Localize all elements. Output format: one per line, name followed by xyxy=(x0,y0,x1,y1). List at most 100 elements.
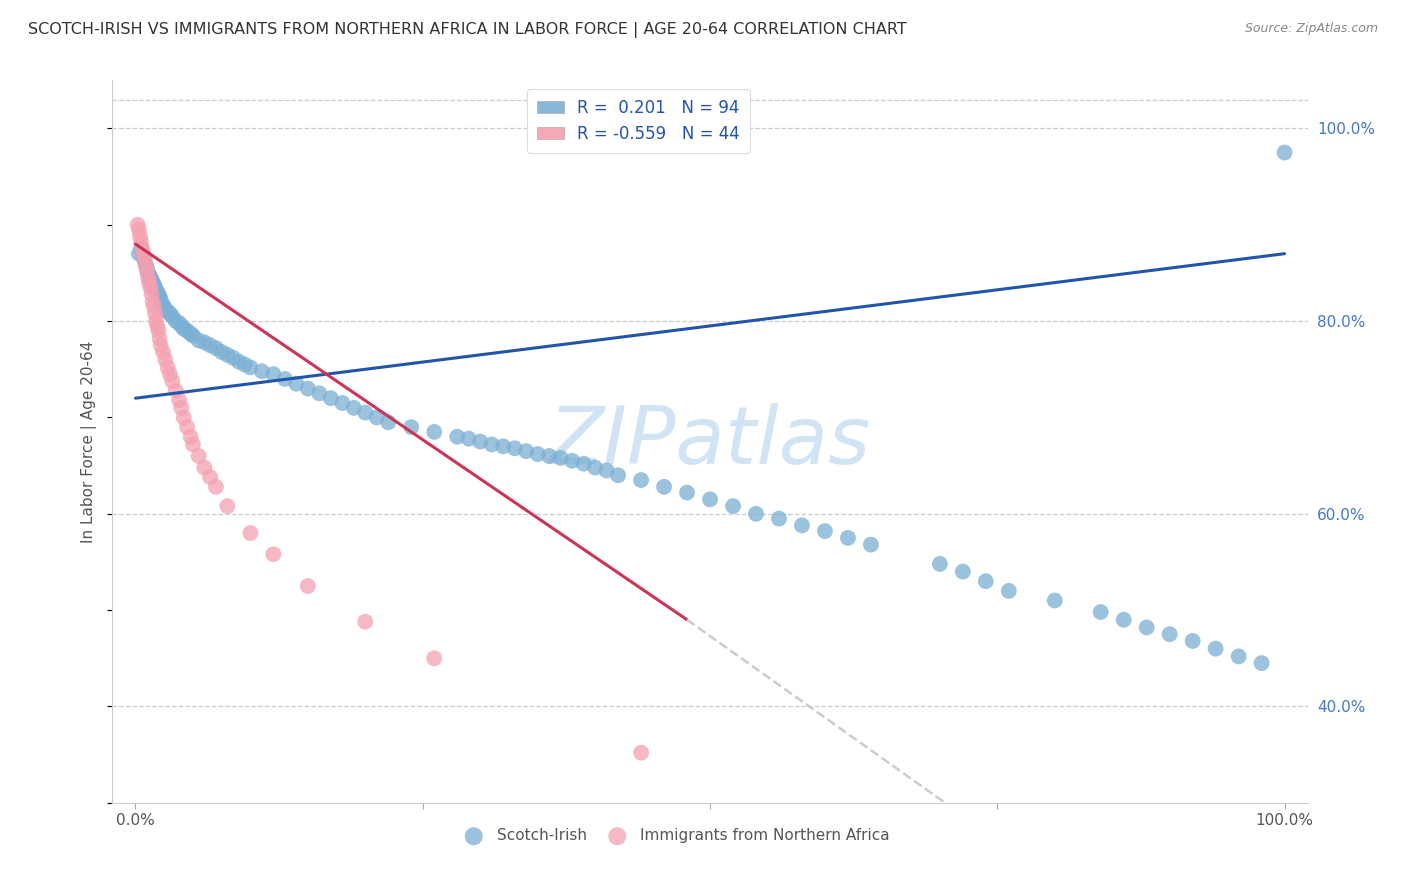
Point xyxy=(205,480,228,494)
Point xyxy=(149,338,172,352)
Point xyxy=(354,615,377,629)
Point xyxy=(150,297,173,311)
Point xyxy=(262,367,284,381)
Point xyxy=(222,351,245,365)
Point xyxy=(173,322,195,336)
Point xyxy=(132,249,155,263)
Point xyxy=(139,280,162,294)
Point xyxy=(180,430,202,444)
Point xyxy=(274,372,297,386)
Point xyxy=(481,437,503,451)
Point xyxy=(167,316,190,330)
Point xyxy=(423,651,446,665)
Point xyxy=(141,287,163,301)
Point xyxy=(423,425,446,439)
Point xyxy=(136,270,159,285)
Point xyxy=(974,574,997,589)
Point xyxy=(330,396,353,410)
Point xyxy=(205,341,228,355)
Point xyxy=(145,314,167,328)
Point xyxy=(1136,620,1159,634)
Point xyxy=(149,331,172,345)
Point xyxy=(159,306,181,320)
Point xyxy=(676,485,699,500)
Point xyxy=(142,277,165,292)
Point xyxy=(181,437,204,451)
Point xyxy=(377,415,399,429)
Point xyxy=(721,499,744,513)
Point xyxy=(136,264,159,278)
Point xyxy=(354,406,377,420)
Point xyxy=(153,300,176,314)
Point xyxy=(162,310,183,324)
Point xyxy=(526,447,548,461)
Point xyxy=(165,384,187,398)
Point xyxy=(129,235,152,249)
Point xyxy=(239,360,262,375)
Point xyxy=(129,229,152,244)
Point xyxy=(790,518,813,533)
Point xyxy=(193,460,215,475)
Point xyxy=(538,449,561,463)
Point xyxy=(146,318,169,333)
Point xyxy=(630,746,652,760)
Text: Source: ZipAtlas.com: Source: ZipAtlas.com xyxy=(1244,22,1378,36)
Point xyxy=(198,470,221,484)
Point xyxy=(837,531,859,545)
Point xyxy=(1250,656,1272,670)
Point xyxy=(297,382,319,396)
Point xyxy=(165,314,187,328)
Point xyxy=(142,294,165,309)
Point xyxy=(211,345,233,359)
Point xyxy=(1090,605,1112,619)
Point xyxy=(142,300,165,314)
Point xyxy=(152,345,174,359)
Point xyxy=(148,287,170,301)
Point xyxy=(250,364,273,378)
Y-axis label: In Labor Force | Age 20-64: In Labor Force | Age 20-64 xyxy=(80,341,97,542)
Point xyxy=(176,420,198,434)
Point xyxy=(1205,641,1227,656)
Text: SCOTCH-IRISH VS IMMIGRANTS FROM NORTHERN AFRICA IN LABOR FORCE | AGE 20-64 CORRE: SCOTCH-IRISH VS IMMIGRANTS FROM NORTHERN… xyxy=(28,22,907,38)
Point xyxy=(297,579,319,593)
Point xyxy=(181,328,204,343)
Point xyxy=(1274,145,1296,160)
Point xyxy=(167,393,190,408)
Point xyxy=(561,454,583,468)
Point xyxy=(401,420,423,434)
Point xyxy=(239,526,262,541)
Point xyxy=(176,324,198,338)
Point xyxy=(131,242,153,256)
Point xyxy=(228,354,250,368)
Point xyxy=(148,324,170,338)
Point xyxy=(156,304,179,318)
Point xyxy=(745,507,768,521)
Point xyxy=(139,270,162,285)
Point xyxy=(156,360,179,375)
Point xyxy=(146,285,169,300)
Point xyxy=(457,432,479,446)
Point xyxy=(308,386,330,401)
Point xyxy=(173,410,195,425)
Point xyxy=(127,218,149,232)
Point xyxy=(143,280,166,294)
Point xyxy=(572,457,595,471)
Point xyxy=(170,401,193,415)
Point xyxy=(470,434,492,449)
Point xyxy=(630,473,652,487)
Point xyxy=(128,246,150,260)
Point xyxy=(141,273,163,287)
Point xyxy=(142,276,165,290)
Point xyxy=(138,276,160,290)
Point xyxy=(607,468,630,483)
Point xyxy=(285,376,308,391)
Point xyxy=(134,254,156,268)
Point xyxy=(319,391,342,405)
Point xyxy=(217,499,239,513)
Point xyxy=(143,306,166,320)
Point xyxy=(217,348,239,362)
Point xyxy=(134,252,156,266)
Text: ZIPatlas: ZIPatlas xyxy=(548,402,872,481)
Point xyxy=(149,290,172,304)
Point xyxy=(162,374,183,388)
